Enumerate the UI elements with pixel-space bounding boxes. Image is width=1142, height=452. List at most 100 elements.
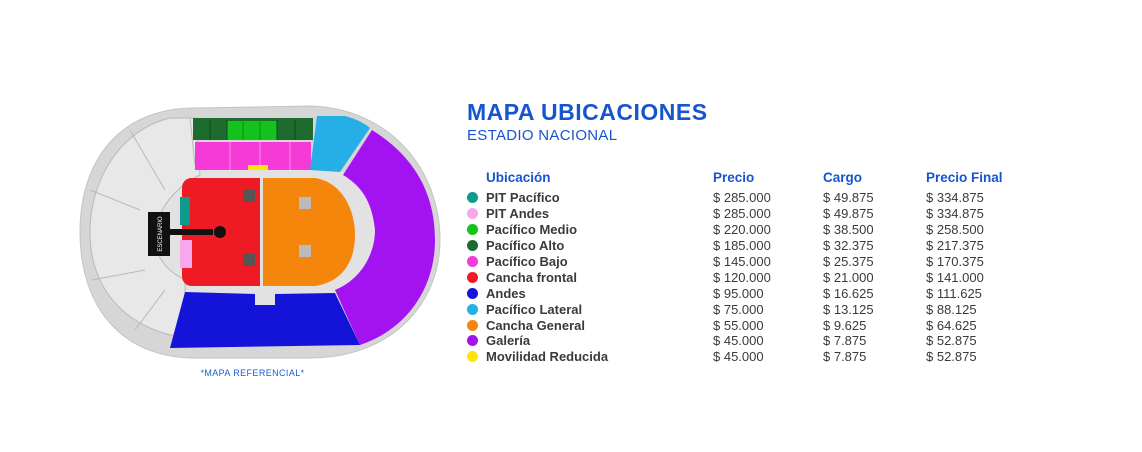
zone-movilidad-reducida[interactable]: [248, 165, 268, 170]
table-row: Pacífico Lateral $ 75.000 $ 13.125 $ 88.125: [467, 301, 1107, 317]
runway-end: [214, 226, 226, 238]
header-fee: Cargo: [823, 169, 863, 185]
zone-pacifico-medio[interactable]: [227, 121, 277, 140]
zone-color-dot: [467, 208, 478, 220]
location-name: Cancha General: [486, 317, 585, 333]
header-final-price: Precio Final: [926, 169, 1003, 185]
header-price: Precio: [713, 169, 755, 185]
zone-cancha-general[interactable]: [263, 178, 355, 286]
table-row: Pacífico Alto $ 185.000 $ 32.375 $ 217.375: [467, 238, 1107, 254]
fee-cell: $ 32.375: [823, 238, 874, 254]
zone-andes[interactable]: [170, 292, 360, 348]
fee-cell: $ 25.375: [823, 254, 874, 269]
location-cell: Pacífico Bajo: [467, 254, 713, 269]
price-cell: $ 45.000: [713, 349, 764, 365]
location-cell: PIT Andes: [467, 206, 713, 221]
table-row: Cancha General $ 55.000 $ 9.625 $ 64.625: [467, 317, 1107, 333]
price-cell: $ 145.000: [713, 254, 771, 269]
location-cell: Movilidad Reducida: [467, 349, 713, 364]
location-cell: Andes: [467, 286, 713, 301]
fee-cell: $ 21.000: [823, 269, 874, 285]
location-cell: Pacífico Medio: [467, 222, 713, 237]
zone-color-dot: [467, 224, 478, 236]
location-name: Cancha frontal: [486, 269, 578, 285]
page-subtitle: ESTADIO NACIONAL: [467, 127, 618, 144]
zone-color-dot: [467, 351, 478, 363]
zone-pit-andes[interactable]: [180, 240, 192, 268]
page-title: MAPA UBICACIONES: [467, 99, 708, 125]
final-price-cell: $ 334.875: [926, 190, 984, 206]
zone-color-dot: [467, 319, 478, 331]
stage-label: ESCENARIO: [158, 216, 164, 252]
final-price-cell: $ 217.375: [926, 238, 984, 254]
zone-color-dot: [467, 240, 478, 252]
table-row: Andes $ 95.000 $ 16.625 $ 111.625: [467, 285, 1107, 301]
location-cell: Cancha General: [467, 318, 713, 333]
sound-tower: [299, 197, 311, 209]
final-price-cell: $ 52.875: [926, 333, 977, 349]
zone-color-dot: [467, 271, 478, 283]
table-row: Pacífico Medio $ 220.000 $ 38.500 $ 258.500: [467, 222, 1107, 238]
location-cell: Galería: [467, 333, 713, 348]
fee-cell: $ 7.875: [823, 349, 867, 365]
table-row: Movilidad Reducida $ 45.000 $ 7.875 $ 52.87…: [467, 349, 1107, 365]
location-cell: PIT Pacífico: [467, 190, 713, 205]
info-panel: MAPA UBICACIONES ESTADIO NACIONAL Ubicac…: [467, 98, 1107, 365]
zone-galeria[interactable]: [335, 130, 435, 345]
sound-tower: [243, 190, 255, 202]
location-name: Galería: [486, 333, 531, 349]
location-name: Pacífico Bajo: [486, 254, 568, 269]
fee-cell: $ 49.875: [823, 206, 874, 222]
map-reference-note: *MAPA REFERENCIAL*: [200, 368, 305, 378]
final-price-cell: $ 334.875: [926, 206, 984, 222]
fee-cell: $ 38.500: [823, 222, 874, 238]
runway: [168, 229, 213, 235]
zone-color-dot: [467, 192, 478, 204]
fee-cell: $ 49.875: [823, 190, 874, 206]
final-price-cell: $ 141.000: [926, 269, 984, 285]
table-row: PIT Pacífico $ 285.000 $ 49.875 $ 334.875: [467, 190, 1107, 206]
zone-color-dot: [467, 256, 478, 267]
stage: [148, 212, 170, 256]
stadium-map: ESCENARIO *MAPA REFERENCIAL*: [60, 90, 460, 390]
price-cell: $ 285.000: [713, 190, 771, 206]
price-cell: $ 185.000: [713, 238, 771, 254]
location-name: PIT Andes: [486, 206, 550, 222]
final-price-cell: $ 88.125: [926, 301, 977, 317]
table-row: Galería $ 45.000 $ 7.875 $ 52.875: [467, 333, 1107, 349]
header-location: Ubicación: [486, 169, 551, 185]
price-cell: $ 55.000: [713, 317, 764, 333]
fee-cell: $ 9.625: [823, 317, 867, 333]
location-cell: Pacífico Lateral: [467, 302, 713, 317]
price-cell: $ 45.000: [713, 333, 764, 349]
zone-color-dot: [467, 303, 478, 315]
final-price-cell: $ 111.625: [926, 285, 982, 301]
zone-color-dot: [467, 335, 478, 347]
stadium-map-graphic: ESCENARIO: [79, 105, 441, 359]
location-name: Pacífico Alto: [486, 238, 565, 254]
price-table-header: Ubicación Precio Cargo Precio Final: [467, 168, 1107, 186]
final-price-cell: $ 258.500: [926, 222, 984, 238]
location-cell: Cancha frontal: [467, 270, 713, 285]
final-price-cell: $ 170.375: [926, 254, 984, 269]
location-name: PIT Pacífico: [486, 190, 560, 206]
location-name: Pacífico Lateral: [486, 301, 583, 317]
location-name: Andes: [486, 285, 526, 301]
fee-cell: $ 16.625: [823, 285, 874, 301]
zone-pacifico-lateral[interactable]: [310, 116, 370, 172]
location-name: Pacífico Medio: [486, 222, 578, 238]
table-row: Pacífico Bajo $ 145.000 $ 25.375 $ 170.375: [467, 254, 1107, 270]
price-table: Ubicación Precio Cargo Precio Final PIT …: [467, 168, 1107, 365]
zone-pit-pacifico[interactable]: [180, 197, 190, 225]
table-row: Cancha frontal $ 120.000 $ 21.000 $ 141.000: [467, 269, 1107, 285]
price-cell: $ 285.000: [713, 206, 771, 222]
final-price-cell: $ 64.625: [926, 317, 977, 333]
sound-tower: [299, 245, 311, 257]
location-cell: Pacífico Alto: [467, 238, 713, 253]
zone-color-dot: [467, 287, 478, 299]
sound-tower: [243, 254, 255, 266]
fee-cell: $ 13.125: [823, 301, 874, 317]
fee-cell: $ 7.875: [823, 333, 867, 349]
price-cell: $ 95.000: [713, 285, 764, 301]
price-cell: $ 220.000: [713, 222, 771, 238]
